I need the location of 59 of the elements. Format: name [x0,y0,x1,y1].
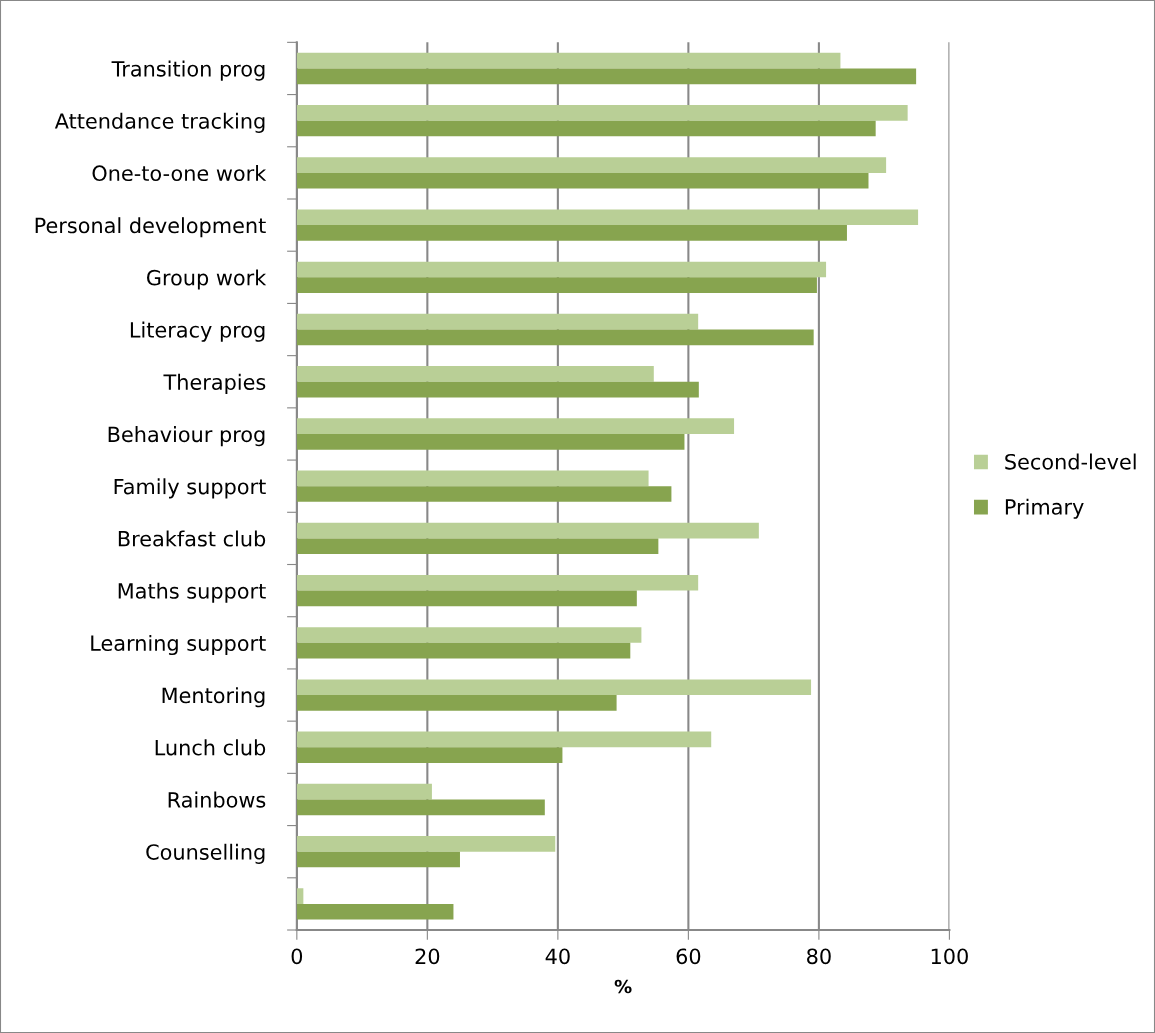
bar [296,538,659,555]
bar [296,851,460,868]
bar [296,381,699,398]
bar [296,627,642,643]
bar [296,418,735,434]
bar [296,836,556,852]
x-axis-title: % [614,979,632,994]
bar [296,225,847,241]
bar [296,157,887,173]
bar [296,261,827,278]
y-tick-label: Behaviour prog [108,426,265,447]
bar [296,799,545,816]
bar [296,470,649,487]
y-tick-label: Breakfast club [118,530,266,547]
y-tick-label: Rainbows [168,791,266,808]
bar [296,888,304,904]
legend-label: Second-level [1005,453,1136,470]
bar [296,329,814,346]
bar [296,695,617,711]
bar [296,731,712,748]
bar [296,52,841,69]
bar [296,313,699,330]
bar [296,209,919,226]
y-tick-label: Learning support [91,634,266,656]
x-tick-label: 40 [545,948,570,965]
bar [296,522,759,539]
y-tick-label: Group work [147,269,267,290]
bar [296,68,917,85]
bar [296,105,908,121]
bar [296,366,654,382]
y-tick-label: Therapies [163,373,266,394]
bar [296,486,672,502]
bar [296,679,812,696]
y-tick-label: Personal development [35,217,266,238]
bar [296,783,432,800]
y-tick-label: Counselling [146,843,265,864]
bar [296,277,817,293]
bar [296,574,699,591]
bar [296,747,563,763]
y-tick-label: Lunch club [155,739,266,756]
bar [296,120,876,137]
y-tick-label: Attendance tracking [54,112,265,133]
y-tick-label: One-to-one work [92,164,267,182]
x-tick-label: 0 [291,948,303,965]
bar [296,590,637,607]
bar [296,642,631,659]
x-tick-label: 20 [415,948,440,965]
bar [296,172,869,189]
x-tick-label: 100 [931,948,968,965]
y-tick-label: Maths support [118,582,266,603]
y-tick-label: Transition prog [111,60,265,81]
legend-label: Primary [1005,498,1084,519]
x-tick-label: 60 [676,948,701,965]
y-tick-label: Mentoring [162,687,265,708]
x-tick-label: 80 [807,948,831,965]
bar [296,903,454,920]
y-tick-label: Literacy prog [130,321,265,342]
bar [296,433,685,450]
y-tick-label: Family support [114,478,266,499]
